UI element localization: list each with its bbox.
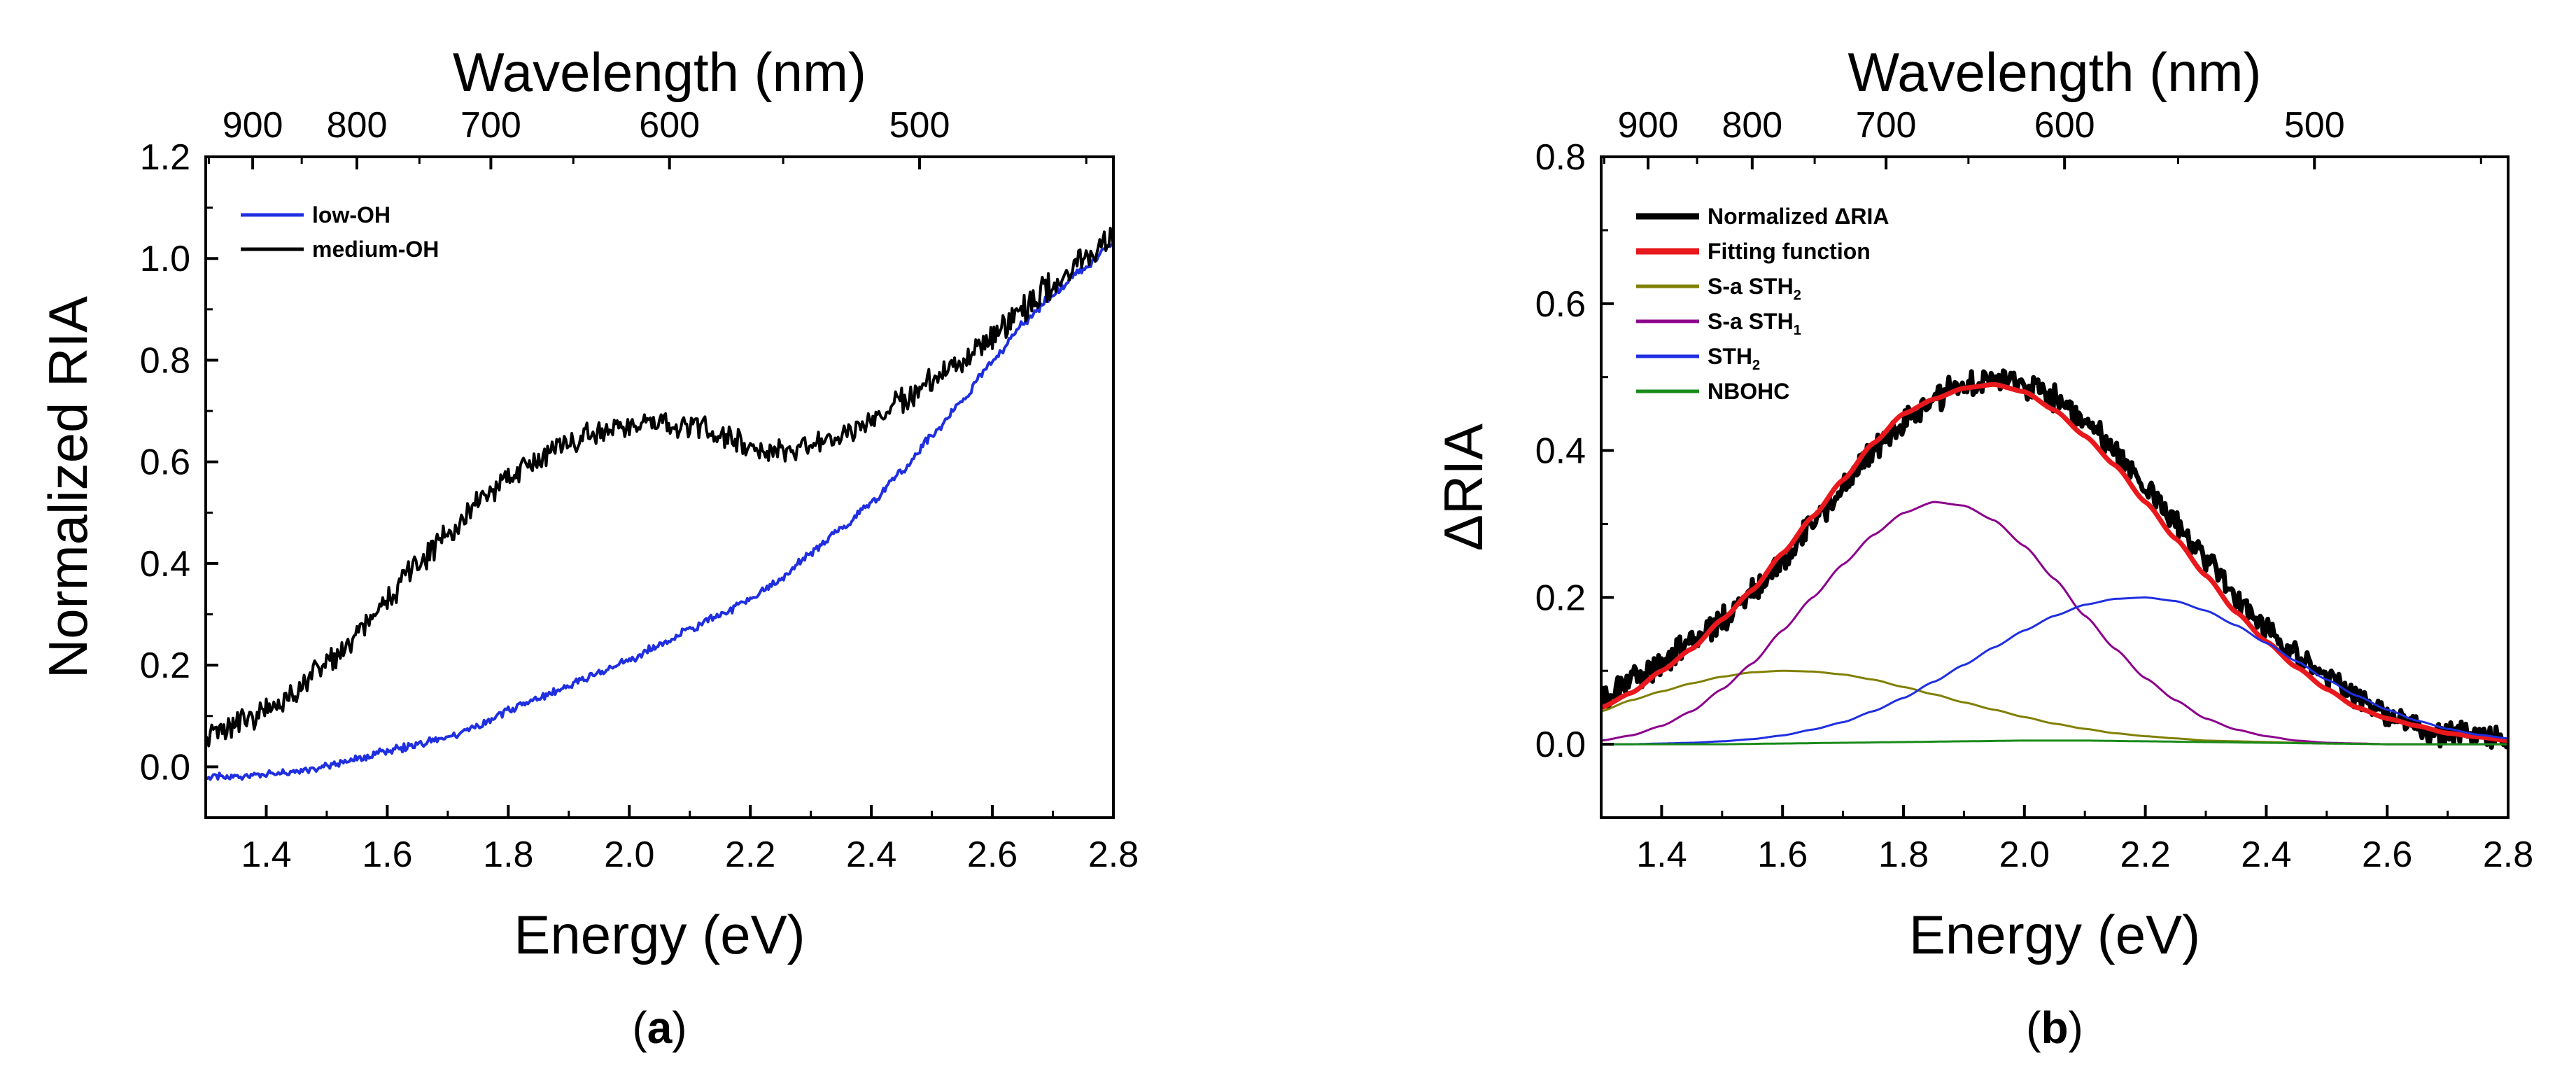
y-tick-label: 0.8 xyxy=(140,340,190,381)
y-tick-label: 0.4 xyxy=(140,544,190,585)
series-line-sth2 xyxy=(1601,596,2508,746)
x-tick-label: 2.4 xyxy=(846,834,896,875)
plot-area xyxy=(206,226,1113,781)
top-tick-label: 800 xyxy=(1722,105,1782,146)
legend-label: S-a STH2 xyxy=(1708,274,1801,303)
legend: low-OH medium-OH xyxy=(241,202,439,262)
x-tick-label: 1.6 xyxy=(362,834,412,875)
x-axis-title: Energy (eV) xyxy=(1909,904,2200,965)
x-tick-label: 1.4 xyxy=(1636,834,1687,875)
y-tick-label: 0.0 xyxy=(140,747,190,788)
series-line-fitting-function xyxy=(1601,382,2508,743)
y-tick-label: 1.2 xyxy=(140,137,190,178)
x-tick-label: 1.4 xyxy=(241,834,291,875)
x-tick-label: 2.8 xyxy=(1088,834,1139,875)
x-tick-label: 2.0 xyxy=(604,834,654,875)
top-tick-label: 700 xyxy=(1856,105,1917,146)
y-tick-label: 0.2 xyxy=(140,645,190,686)
y-tick-label: 0.2 xyxy=(1535,578,1586,618)
x-tick-label: 1.8 xyxy=(483,834,533,875)
series-line-normalized-ria xyxy=(1601,368,2508,750)
legend-label: medium-OH xyxy=(312,237,439,262)
y-axis-title: Normalized RIA xyxy=(37,296,99,678)
plot-area xyxy=(1601,368,2508,750)
top-axis-title: Wavelength (nm) xyxy=(1848,41,2262,103)
y-tick-label: 0.8 xyxy=(1535,137,1586,178)
y-tick-label: 1.0 xyxy=(140,239,190,279)
panel-label: (b) xyxy=(2026,1002,2083,1053)
plot-frame xyxy=(204,155,1115,819)
top-tick-label: 900 xyxy=(223,105,283,146)
series-line-nbohc xyxy=(1601,739,2508,746)
y-tick-label: 0.6 xyxy=(1535,284,1586,325)
top-tick-label: 700 xyxy=(460,105,521,146)
legend-label: STH2 xyxy=(1708,344,1760,373)
top-tick-label: 600 xyxy=(2034,105,2095,146)
top-tick-label: 500 xyxy=(2284,105,2345,146)
series-line-medium-oh xyxy=(206,226,1113,748)
x-tick-label: 1.8 xyxy=(1878,834,1929,875)
plot-frame xyxy=(1600,155,2510,819)
legend: Normalized ΔRIA Fitting function S-a STH2 S… xyxy=(1636,204,1889,404)
x-tick-label: 2.6 xyxy=(2362,834,2412,875)
y-tick-label: 0.6 xyxy=(140,442,190,483)
x-tick-label: 2.6 xyxy=(967,834,1018,875)
top-tick-label: 500 xyxy=(889,105,950,146)
top-tick-label: 900 xyxy=(1618,105,1679,146)
y-tick-label: 0.4 xyxy=(1535,431,1586,472)
x-tick-label: 2.2 xyxy=(2120,834,2170,875)
legend-label: Normalized ΔRIA xyxy=(1708,204,1889,229)
top-tick-label: 800 xyxy=(327,105,388,146)
chart-panel-b: 1.4 1.6 1.8 2.0 2.2 2.4 2.6 2.8 0.0 0.2 0.4 0.6 0.8 9… xyxy=(1433,41,2533,1053)
legend-label: low-OH xyxy=(312,202,390,228)
top-axis-title: Wavelength (nm) xyxy=(453,41,866,103)
x-axis-title: Energy (eV) xyxy=(514,904,805,965)
x-tick-label: 2.0 xyxy=(1999,834,2050,875)
panel-label: (a) xyxy=(632,1002,687,1053)
x-tick-label: 2.8 xyxy=(2483,834,2533,875)
y-axis-title: ΔRIA xyxy=(1433,424,1494,551)
x-tick-label: 1.6 xyxy=(1757,834,1808,875)
x-tick-label: 2.4 xyxy=(2241,834,2291,875)
y-tick-label: 0.0 xyxy=(1535,725,1586,765)
legend-label: Fitting function xyxy=(1708,239,1871,264)
x-tick-label: 2.2 xyxy=(725,834,775,875)
chart-panel-a: 1.4 1.6 1.8 2.0 2.2 2.4 2.6 2.8 0.0 0.2 0.4 0.6 0.8 1… xyxy=(37,41,1139,1053)
legend-label: S-a STH1 xyxy=(1708,309,1801,338)
top-tick-label: 600 xyxy=(639,105,700,146)
legend-label: NBOHC xyxy=(1708,379,1789,404)
series-line-low-oh xyxy=(206,242,1113,781)
